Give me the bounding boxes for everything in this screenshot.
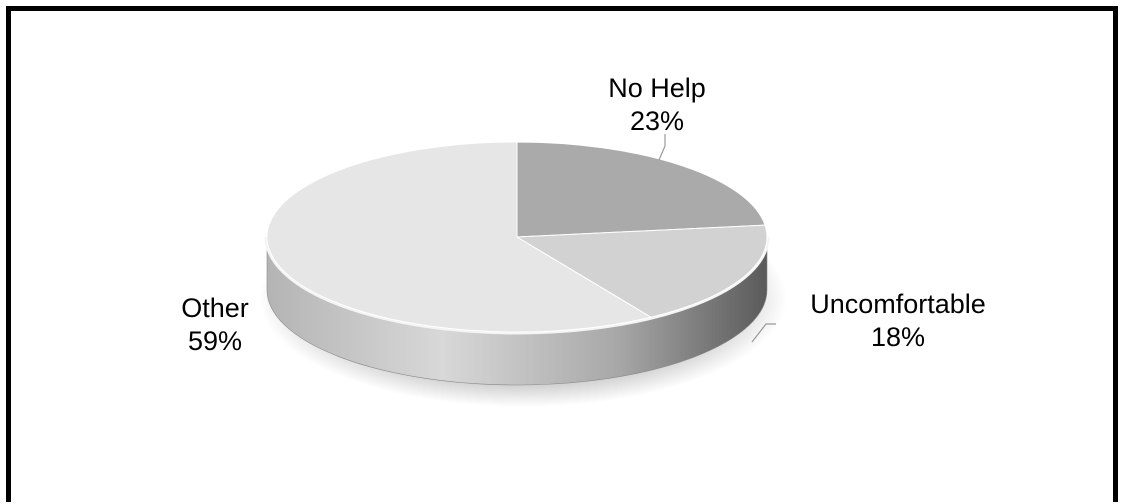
leader-line-uncomfortable bbox=[751, 323, 776, 343]
data-label-other: Other 59% bbox=[160, 292, 270, 358]
data-label-no-help-pct: 23% bbox=[629, 106, 685, 136]
data-label-uncomfortable-name: Uncomfortable bbox=[810, 289, 986, 319]
data-label-uncomfortable: Uncomfortable 18% bbox=[778, 288, 1018, 354]
data-label-other-pct: 59% bbox=[187, 326, 243, 356]
data-label-other-name: Other bbox=[181, 293, 249, 323]
data-label-uncomfortable-pct: 18% bbox=[870, 322, 926, 352]
leader-line-no-help bbox=[658, 134, 666, 161]
data-label-no-help: No Help 23% bbox=[572, 72, 742, 138]
pie-slice-other bbox=[266, 141, 653, 333]
data-label-no-help-name: No Help bbox=[608, 73, 706, 103]
pie-slice-uncomfortable bbox=[515, 224, 768, 318]
pie-slice-no-help bbox=[516, 141, 766, 238]
